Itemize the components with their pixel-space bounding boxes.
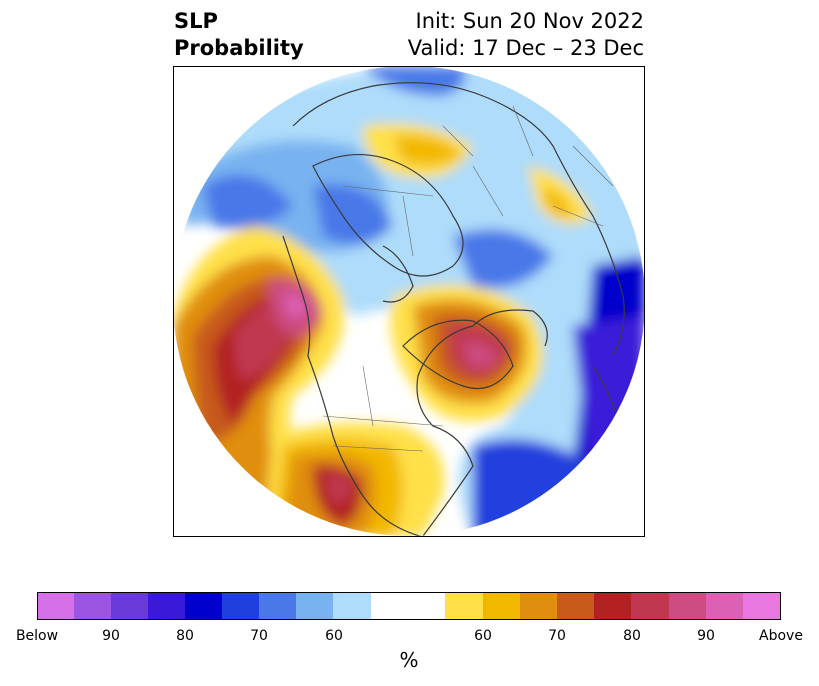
probability-map <box>173 66 645 537</box>
map-title: SLP Probability <box>174 8 304 62</box>
colorbar <box>37 592 781 620</box>
colorbar-tick-label: 80 <box>623 628 641 644</box>
colorbar-tick-label: 90 <box>102 628 120 644</box>
colorbar-segment <box>557 592 594 620</box>
init-date: Init: Sun 20 Nov 2022 <box>415 9 644 33</box>
colorbar-segment <box>222 592 259 620</box>
borders <box>322 105 614 452</box>
colorbar-segment <box>74 592 111 620</box>
colorbar-tick-label: Above <box>759 628 803 644</box>
colorbar-tick-label: Below <box>15 628 59 644</box>
colorbar-segment <box>631 592 669 620</box>
colorbar-tick-label: 70 <box>548 628 566 644</box>
colorbar-segment <box>594 592 631 620</box>
colorbar-segment <box>185 592 222 620</box>
map-frame <box>173 66 645 537</box>
coastlines <box>282 82 625 536</box>
colorbar-segment <box>259 592 296 620</box>
colorbar-units: % <box>399 648 419 672</box>
colorbar-segment <box>483 592 520 620</box>
colorbar-segment <box>743 592 781 620</box>
colorbar-tick-label: 60 <box>474 628 492 644</box>
colorbar-segment <box>371 592 445 620</box>
title-line-1: SLP <box>174 9 218 33</box>
colorbar-tick-label: 70 <box>250 628 268 644</box>
colorbar-segment <box>37 592 74 620</box>
colorbar-segment <box>148 592 185 620</box>
title-line-2: Probability <box>174 36 304 60</box>
colorbar-segment <box>669 592 706 620</box>
colorbar-segment <box>445 592 483 620</box>
colorbar-segment <box>111 592 148 620</box>
probability-field <box>173 66 645 536</box>
colorbar-segment <box>706 592 743 620</box>
colorbar-tick-label: 60 <box>325 628 343 644</box>
colorbar-tick-label: 90 <box>697 628 715 644</box>
forecast-dates: Init: Sun 20 Nov 2022 Valid: 17 Dec – 23… <box>408 8 644 62</box>
colorbar-segment <box>520 592 557 620</box>
colorbar-frame <box>37 592 781 620</box>
colorbar-segment <box>296 592 333 620</box>
valid-date: Valid: 17 Dec – 23 Dec <box>407 36 644 60</box>
colorbar-tick-label: 80 <box>176 628 194 644</box>
colorbar-segment <box>333 592 371 620</box>
